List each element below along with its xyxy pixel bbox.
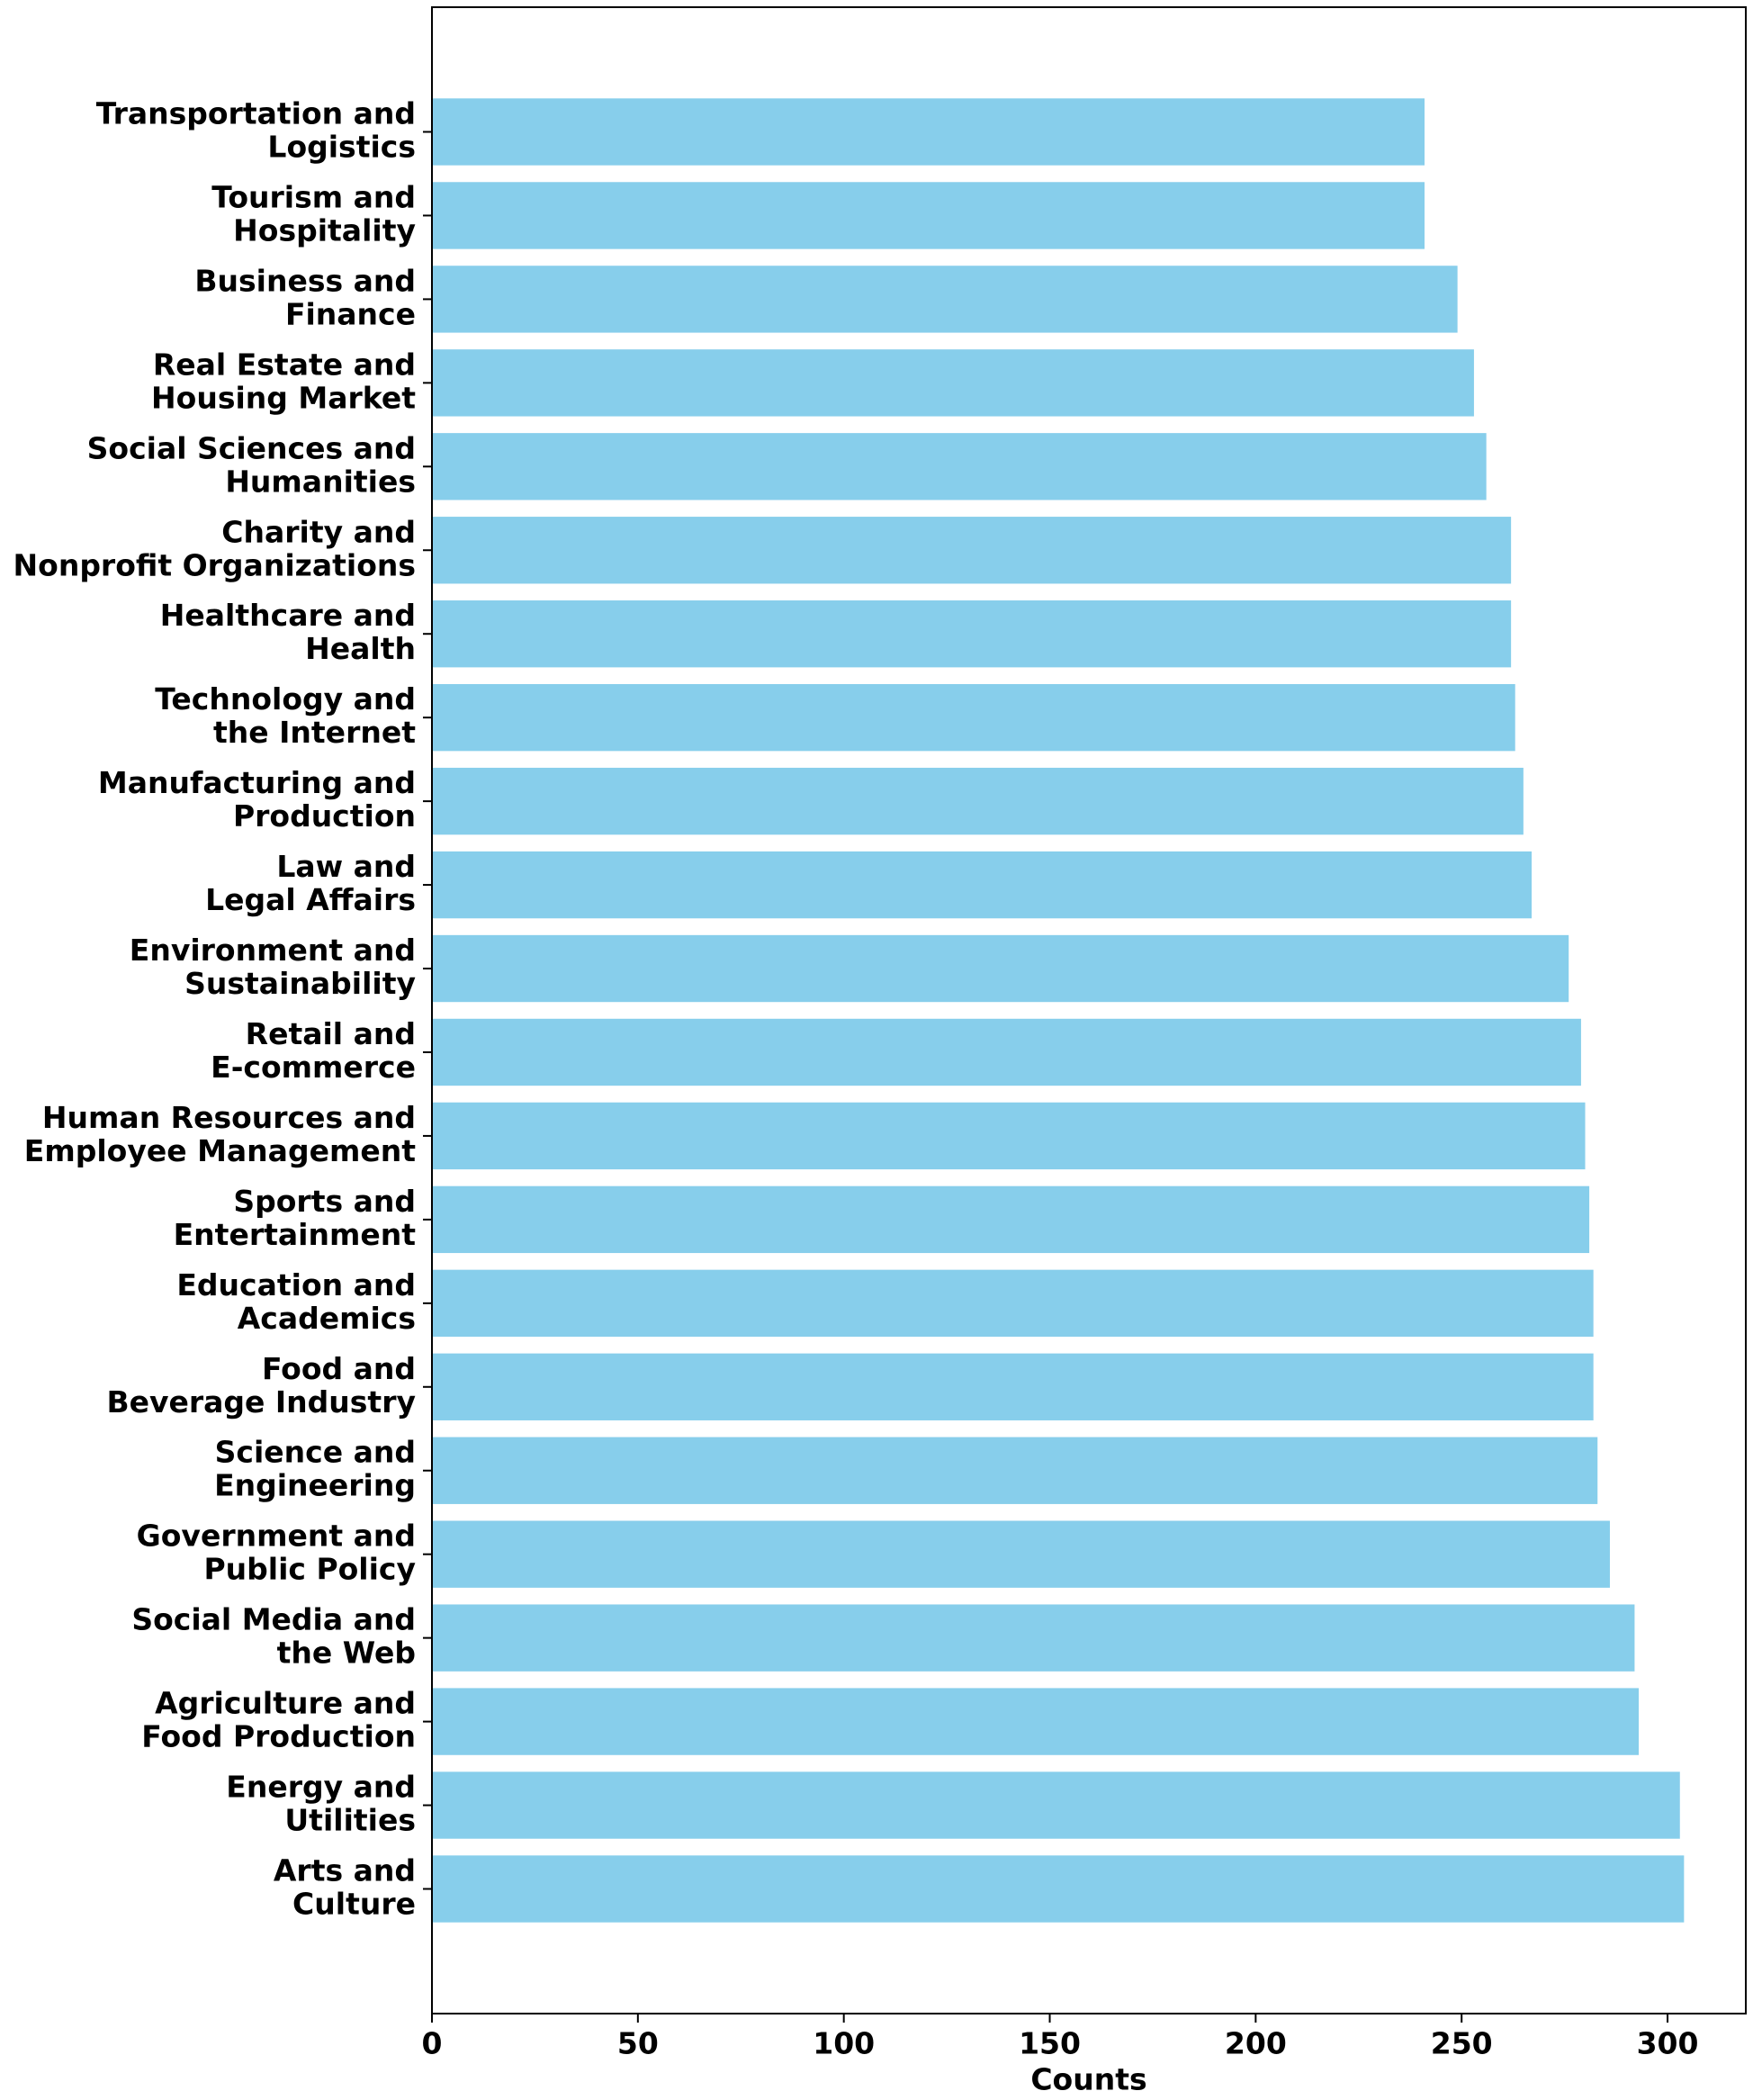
y-tick-label: the Internet	[213, 715, 416, 750]
y-tick-label: Sports and	[233, 1184, 416, 1219]
y-tick-label: Entertainment	[174, 1217, 417, 1252]
y-tick-label: Food and	[262, 1351, 416, 1386]
bar	[432, 1102, 1586, 1170]
y-tick-label: Housing Market	[151, 380, 416, 415]
y-tick-label: Retail and	[246, 1016, 416, 1051]
y-tick-label: Energy and	[226, 1770, 416, 1805]
bar	[432, 683, 1515, 752]
y-tick-label: Education and	[176, 1267, 416, 1302]
x-tick-label: 300	[1637, 2026, 1699, 2061]
y-tick-label: Transportation and	[96, 95, 416, 131]
bar	[432, 182, 1425, 249]
bar	[432, 266, 1458, 333]
x-tick-label: 200	[1225, 2026, 1287, 2061]
plot-frame	[431, 6, 1747, 2014]
bar	[432, 517, 1512, 584]
y-tick-label: E-commerce	[211, 1050, 416, 1085]
bar	[432, 98, 1425, 166]
y-tick-label: Beverage Industry	[106, 1384, 416, 1420]
y-tick-label: Employee Management	[24, 1133, 416, 1168]
bar	[432, 1520, 1610, 1588]
y-tick-label: Real Estate and	[153, 347, 416, 382]
bar	[432, 1018, 1581, 1086]
x-tick-label: 250	[1431, 2026, 1493, 2061]
y-tick-label: Arts and	[274, 1853, 416, 1888]
y-tick-label: Food Production	[141, 1719, 416, 1754]
y-tick-label: Human Resources and	[42, 1100, 416, 1135]
bar	[432, 1269, 1594, 1338]
bar	[432, 1855, 1685, 1923]
y-tick-label: Social Sciences and	[87, 430, 416, 465]
bar	[432, 1604, 1635, 1672]
y-tick-label: Public Policy	[203, 1552, 416, 1587]
bar	[432, 934, 1569, 1003]
bar	[432, 1185, 1590, 1254]
bar	[432, 1688, 1640, 1755]
x-axis-label: Counts	[1030, 2062, 1146, 2097]
bar	[432, 851, 1533, 919]
x-tick-label: 50	[617, 2026, 659, 2061]
y-tick-label: Agriculture and	[155, 1686, 416, 1721]
y-tick-label: Tourism and	[211, 179, 416, 214]
y-tick-label: Nonprofit Organizations	[13, 547, 416, 582]
y-tick-label: Healthcare and	[160, 598, 416, 633]
y-tick-label: Charity and	[221, 514, 416, 549]
bar	[432, 1353, 1594, 1420]
y-tick-label: Health	[305, 631, 416, 666]
y-tick-label: Science and	[215, 1435, 416, 1470]
y-tick-label: Sustainability	[184, 966, 416, 1001]
y-tick-label: Manufacturing and	[98, 765, 416, 800]
y-tick-label: Environment and	[130, 933, 416, 968]
y-tick-label: Finance	[285, 296, 416, 331]
y-tick-label: Engineering	[214, 1468, 416, 1503]
y-tick-label: Legal Affairs	[205, 882, 416, 917]
y-tick-label: Production	[233, 798, 416, 834]
y-tick-label: Culture	[292, 1887, 416, 1922]
y-tick-label: Academics	[238, 1301, 416, 1336]
bar	[432, 349, 1474, 417]
x-tick-label: 150	[1019, 2026, 1081, 2061]
y-tick-label: Logistics	[267, 129, 416, 164]
y-tick-label: Hospitality	[233, 212, 416, 248]
x-tick-label: 0	[422, 2026, 443, 2061]
y-tick-label: Social Media and	[131, 1602, 416, 1637]
y-tick-label: Government and	[137, 1519, 416, 1554]
bar	[432, 600, 1512, 668]
x-tick-label: 100	[813, 2026, 875, 2061]
y-tick-label: Technology and	[155, 681, 416, 717]
y-tick-label: Business and	[194, 263, 416, 298]
bar	[432, 767, 1524, 835]
bar	[432, 1771, 1680, 1839]
y-tick-label: the Web	[277, 1636, 416, 1671]
bar	[432, 1437, 1598, 1504]
y-tick-label: Utilities	[284, 1803, 416, 1838]
y-tick-label: Law and	[276, 849, 416, 884]
bar	[432, 433, 1487, 500]
y-tick-label: Humanities	[225, 464, 416, 499]
